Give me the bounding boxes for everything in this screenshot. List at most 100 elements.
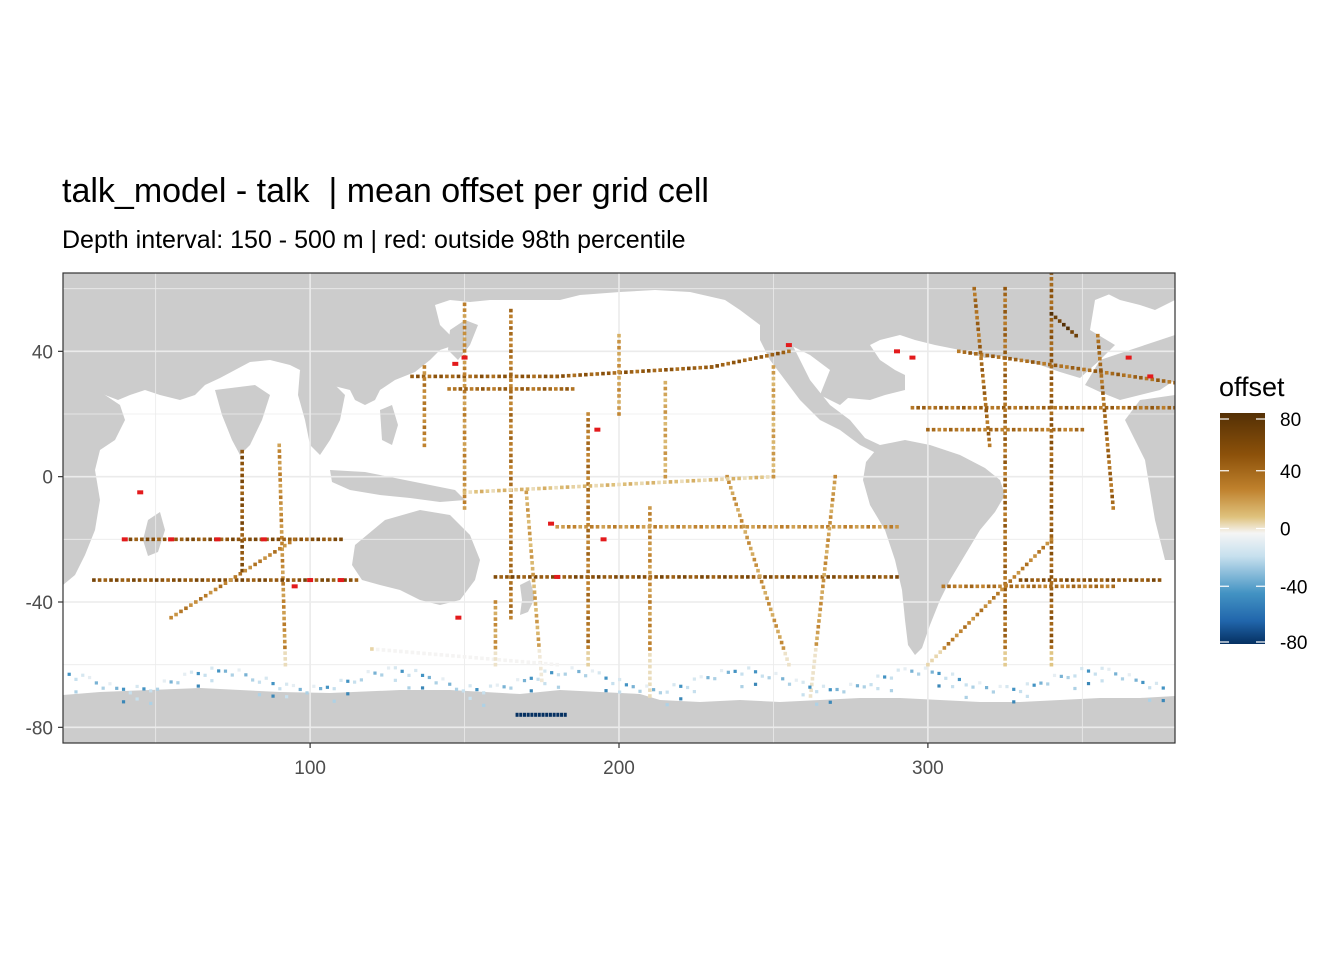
data-cell — [1012, 687, 1016, 691]
data-cell — [565, 485, 570, 489]
data-cell — [977, 427, 982, 432]
data-cell — [751, 525, 755, 529]
data-cell — [617, 339, 621, 344]
data-cell — [530, 566, 535, 571]
data-cell — [539, 678, 544, 683]
data-cell — [1003, 454, 1007, 459]
data-cell — [257, 578, 262, 582]
data-cell — [493, 605, 498, 610]
data-cell — [439, 653, 444, 657]
data-cell — [1156, 378, 1160, 382]
data-cell — [964, 695, 968, 700]
data-cell — [1003, 390, 1007, 395]
data-cell — [1128, 578, 1133, 582]
data-cell — [493, 617, 498, 621]
data-cell — [601, 525, 606, 529]
data-cell — [271, 681, 275, 686]
data-cell — [663, 463, 668, 467]
data-cell — [984, 405, 989, 410]
data-cell — [648, 670, 652, 675]
data-cell — [485, 374, 490, 379]
data-cell — [439, 374, 443, 379]
data-cell — [586, 412, 590, 416]
data-cell — [1053, 315, 1058, 320]
data-cell — [635, 369, 640, 374]
data-cell — [889, 689, 894, 693]
data-cell — [194, 578, 199, 582]
data-cell — [1000, 587, 1004, 592]
data-cell — [748, 546, 753, 551]
data-cell — [126, 578, 130, 582]
data-cell — [996, 355, 1001, 359]
data-cell — [628, 482, 633, 486]
data-cell — [346, 692, 350, 696]
outlier-cell — [455, 615, 462, 620]
data-cell — [1073, 686, 1077, 691]
data-cell — [730, 491, 735, 496]
data-cell — [771, 440, 776, 444]
data-cell — [648, 564, 652, 569]
data-cell — [577, 484, 581, 489]
data-cell — [525, 387, 530, 391]
data-cell — [1049, 417, 1054, 421]
data-cell — [509, 389, 513, 394]
data-cell — [462, 506, 467, 510]
data-cell — [728, 575, 733, 579]
data-cell — [983, 397, 987, 401]
y-tick-label: 0 — [42, 468, 53, 489]
data-cell — [1070, 330, 1074, 334]
data-cell — [828, 688, 832, 692]
data-cell — [562, 575, 567, 579]
data-cell — [1003, 443, 1007, 447]
data-cell — [509, 366, 513, 371]
data-cell — [422, 395, 427, 399]
data-cell — [785, 525, 790, 529]
data-cell — [243, 568, 248, 573]
data-cell — [1062, 322, 1066, 327]
data-cell — [509, 465, 513, 469]
data-cell — [837, 575, 842, 579]
data-cell — [745, 535, 749, 540]
data-cell — [240, 527, 244, 531]
data-cell — [956, 405, 960, 410]
data-cell — [509, 552, 513, 556]
data-cell — [509, 331, 513, 336]
data-cell — [738, 513, 742, 518]
legend-tick-label: 40 — [1280, 462, 1301, 483]
data-cell — [1105, 437, 1109, 441]
data-cell — [1127, 673, 1131, 677]
data-cell — [462, 459, 467, 464]
data-cell — [648, 664, 652, 669]
data-cell — [801, 680, 805, 684]
data-cell — [497, 374, 501, 379]
data-cell — [981, 373, 985, 378]
data-cell — [1073, 674, 1077, 678]
data-cell — [663, 433, 668, 438]
data-cell — [281, 593, 286, 598]
data-cell — [984, 408, 989, 413]
data-cell — [1049, 586, 1054, 591]
data-cell — [618, 690, 622, 694]
outlier-cell — [594, 427, 601, 432]
data-cell — [536, 637, 541, 642]
data-cell — [586, 581, 590, 585]
data-cell — [282, 543, 287, 548]
data-cell — [770, 352, 775, 357]
data-cell — [1049, 311, 1054, 316]
data-cell — [855, 684, 860, 688]
data-cell — [830, 503, 834, 508]
data-cell — [366, 670, 370, 674]
data-cell — [648, 553, 652, 557]
data-cell — [826, 538, 830, 542]
data-cell — [931, 427, 936, 432]
data-cell — [996, 405, 1000, 410]
data-cell — [166, 578, 170, 582]
data-cell — [509, 563, 513, 568]
data-cell — [103, 578, 108, 582]
data-cell — [1060, 584, 1065, 589]
data-cell — [1006, 427, 1010, 432]
data-cell — [305, 537, 309, 542]
data-cell — [1097, 345, 1101, 349]
data-cell — [137, 578, 142, 582]
data-cell — [1134, 678, 1138, 682]
